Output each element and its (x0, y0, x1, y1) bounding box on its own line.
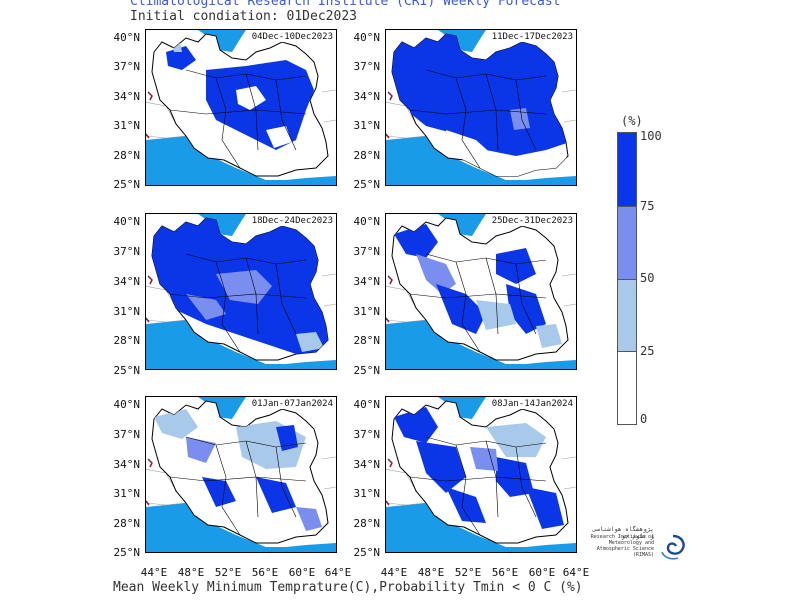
logo-persian-text: پژوهشگاه هواشناسی و علوم جو (592, 526, 654, 540)
week-label: 08Jan-14Jan2024 (490, 399, 574, 409)
lat-tick: 25°N (353, 178, 381, 191)
lat-tick: 34°N (113, 275, 141, 288)
lat-tick: 28°N (113, 149, 141, 162)
lat-tick: 31°N (353, 305, 381, 318)
lon-tick: 52°E (454, 566, 482, 579)
forecast-map-week-2: 11Dec-17Dec2023 (385, 29, 577, 186)
lon-tick: 48°E (417, 566, 445, 579)
lon-tick: 56°E (491, 566, 519, 579)
lat-tick: 37°N (113, 60, 141, 73)
lat-tick: 37°N (113, 245, 141, 258)
week-label: 25Dec-31Dec2023 (490, 216, 574, 226)
lon-tick: 64°E (324, 566, 352, 579)
lon-tick: 52°E (214, 566, 242, 579)
lat-tick: 40°N (353, 31, 381, 44)
lat-tick: 37°N (113, 428, 141, 441)
week-label: 04Dec-10Dec2023 (250, 32, 334, 42)
lon-tick: 60°E (288, 566, 316, 579)
map-drawing (146, 30, 336, 185)
swirl-logo-icon (661, 534, 685, 560)
lat-tick: 28°N (113, 334, 141, 347)
lon-tick: 64°E (562, 566, 590, 579)
lon-tick: 48°E (177, 566, 205, 579)
week-label: 18Dec-24Dec2023 (250, 216, 334, 226)
lon-tick: 44°E (380, 566, 408, 579)
map-title: Climatological Research Institute (CRI) … (130, 0, 561, 9)
lat-tick: 28°N (353, 334, 381, 347)
forecast-map-week-1: 04Dec-10Dec2023 (145, 29, 337, 186)
lat-tick: 25°N (113, 178, 141, 191)
lat-tick: 37°N (353, 428, 381, 441)
lat-tick: 31°N (113, 305, 141, 318)
institute-logo: پژوهشگاه هواشناسی و علوم جو Research Ins… (588, 526, 692, 564)
lat-tick: 34°N (353, 275, 381, 288)
legend-unit: (%) (621, 114, 643, 128)
lat-tick: 34°N (353, 458, 381, 471)
lat-tick: 25°N (353, 546, 381, 559)
map-drawing (386, 30, 576, 185)
map-drawing (146, 397, 336, 552)
legend-level: 75 (640, 199, 655, 213)
lat-tick: 40°N (353, 215, 381, 228)
lat-tick: 28°N (353, 149, 381, 162)
lat-tick: 25°N (113, 364, 141, 377)
forecast-map-week-6: 08Jan-14Jan2024 (385, 396, 577, 553)
lat-tick: 34°N (113, 458, 141, 471)
colorbar-0-25 (618, 351, 636, 424)
lat-tick: 34°N (113, 90, 141, 103)
lat-tick: 31°N (113, 487, 141, 500)
forecast-map-week-5: 01Jan-07Jan2024 (145, 396, 337, 553)
lat-tick: 28°N (113, 517, 141, 530)
lat-tick: 31°N (353, 119, 381, 132)
lat-tick: 31°N (113, 119, 141, 132)
legend-level: 100 (640, 129, 662, 143)
map-drawing (386, 397, 576, 552)
forecast-map-week-4: 25Dec-31Dec2023 (385, 213, 577, 370)
lat-tick: 40°N (113, 215, 141, 228)
legend-level: 25 (640, 344, 655, 358)
lat-tick: 40°N (113, 398, 141, 411)
lat-tick: 34°N (353, 90, 381, 103)
lat-tick: 40°N (113, 31, 141, 44)
week-label: 01Jan-07Jan2024 (250, 399, 334, 409)
lat-tick: 40°N (353, 398, 381, 411)
colorbar-75-100 (618, 133, 636, 206)
initial-condition: Initial condiation: 01Dec2023 (130, 9, 357, 24)
lat-tick: 37°N (353, 245, 381, 258)
lon-tick: 56°E (251, 566, 279, 579)
lat-tick: 37°N (353, 60, 381, 73)
lat-tick: 25°N (113, 546, 141, 559)
legend-level: 0 (640, 412, 648, 426)
figure-caption: Mean Weekly Minimum Temprature(C),Probab… (113, 580, 583, 595)
map-drawing (146, 214, 336, 369)
lon-tick: 60°E (528, 566, 556, 579)
lon-tick: 44°E (140, 566, 168, 579)
colorbar (617, 132, 637, 425)
lat-tick: 25°N (353, 364, 381, 377)
map-drawing (386, 214, 576, 369)
colorbar-25-50 (618, 279, 636, 351)
week-label: 11Dec-17Dec2023 (490, 32, 574, 42)
lat-tick: 31°N (353, 487, 381, 500)
legend-level: 50 (640, 271, 655, 285)
forecast-map-week-3: 18Dec-24Dec2023 (145, 213, 337, 370)
lat-tick: 28°N (353, 517, 381, 530)
logo-english-text: Research Institute of Meteorology and At… (590, 534, 654, 558)
colorbar-50-75 (618, 206, 636, 279)
